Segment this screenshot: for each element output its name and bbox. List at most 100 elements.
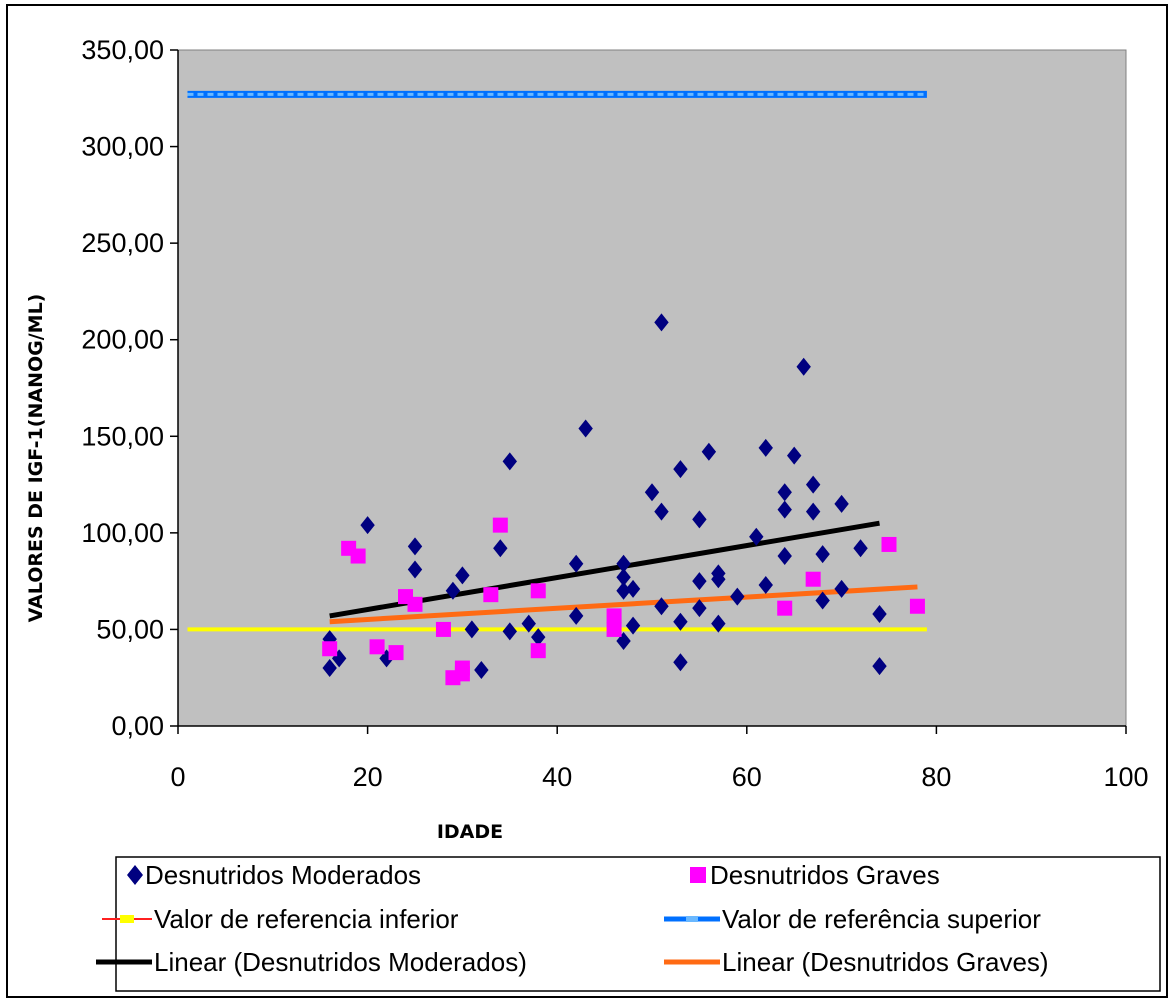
point-moderados bbox=[796, 357, 811, 376]
x-axis-title: IDADE bbox=[437, 821, 503, 843]
point-graves bbox=[350, 548, 366, 564]
point-graves bbox=[881, 536, 897, 552]
point-moderados bbox=[568, 606, 584, 625]
point-moderados bbox=[521, 614, 536, 633]
point-moderados bbox=[787, 446, 802, 465]
point-moderados bbox=[701, 442, 717, 461]
legend-symbol-moderados bbox=[127, 865, 143, 885]
point-moderados bbox=[531, 628, 546, 647]
point-moderados bbox=[616, 632, 631, 651]
y-tick-label: 300,00 bbox=[81, 132, 164, 162]
point-moderados bbox=[872, 604, 887, 623]
point-moderados bbox=[834, 579, 849, 598]
point-graves bbox=[530, 583, 546, 599]
legend-label: Linear (Desnutridos Graves) bbox=[722, 947, 1049, 977]
reference-lines bbox=[187, 90, 927, 632]
legend: Desnutridos Moderados Desnutridos Graves V… bbox=[96, 856, 1161, 992]
point-moderados bbox=[673, 612, 688, 631]
point-moderados bbox=[692, 510, 707, 529]
legend-box bbox=[115, 856, 1161, 992]
point-moderados bbox=[692, 572, 707, 591]
x-tick-label: 100 bbox=[1103, 762, 1148, 792]
y-tick-label: 50,00 bbox=[96, 614, 164, 644]
point-moderados bbox=[644, 483, 660, 502]
point-moderados bbox=[616, 581, 631, 600]
point-moderados bbox=[625, 616, 641, 635]
point-moderados bbox=[360, 516, 375, 535]
legend-label: Linear (Desnutridos Moderados) bbox=[154, 947, 527, 977]
point-moderados bbox=[777, 547, 792, 566]
legend-label: Valor de referencia inferior bbox=[154, 904, 459, 934]
point-moderados bbox=[455, 566, 470, 585]
point-moderados bbox=[834, 494, 849, 513]
point-graves bbox=[369, 639, 385, 655]
point-graves bbox=[909, 598, 925, 614]
point-moderados bbox=[568, 554, 584, 573]
point-graves bbox=[492, 517, 508, 533]
point-moderados bbox=[464, 620, 480, 639]
trendline-graves bbox=[329, 584, 918, 625]
point-moderados bbox=[407, 560, 423, 579]
point-moderados bbox=[654, 502, 669, 521]
y-axis-title: VALORES DE IGF-1(NANOG/ML) bbox=[25, 294, 47, 623]
point-moderados bbox=[625, 579, 641, 598]
point-moderados bbox=[502, 622, 517, 641]
point-graves bbox=[407, 596, 423, 612]
point-graves bbox=[483, 587, 499, 603]
point-moderados bbox=[616, 568, 631, 587]
point-moderados bbox=[758, 438, 773, 457]
y-tick-label: 150,00 bbox=[81, 421, 164, 451]
point-moderados bbox=[474, 660, 489, 679]
point-graves bbox=[606, 608, 622, 624]
point-moderados bbox=[815, 545, 830, 564]
point-moderados bbox=[711, 614, 726, 633]
x-tick-label: 60 bbox=[732, 762, 762, 792]
point-moderados bbox=[872, 657, 887, 676]
y-tick-label: 250,00 bbox=[81, 228, 164, 258]
point-moderados bbox=[758, 576, 773, 595]
y-tick-label: 100,00 bbox=[81, 518, 164, 548]
point-moderados bbox=[322, 659, 337, 678]
point-graves bbox=[805, 571, 821, 587]
point-graves bbox=[530, 643, 546, 659]
point-moderados bbox=[445, 581, 461, 600]
y-tick-label: 200,00 bbox=[81, 325, 164, 355]
point-moderados bbox=[654, 597, 669, 616]
point-moderados bbox=[777, 483, 792, 502]
point-moderados bbox=[407, 537, 423, 556]
point-moderados bbox=[777, 500, 792, 519]
x-tick-label: 20 bbox=[353, 762, 383, 792]
point-graves bbox=[606, 621, 622, 637]
point-graves bbox=[777, 600, 793, 616]
point-graves bbox=[435, 621, 451, 637]
point-moderados bbox=[749, 527, 764, 546]
point-moderados bbox=[805, 502, 821, 521]
point-moderados bbox=[692, 599, 707, 618]
legend-label: Valor de referência superior bbox=[722, 904, 1041, 934]
point-graves bbox=[322, 641, 338, 657]
legend-symbol-upper-reference-marker bbox=[686, 916, 698, 922]
legend-label: Desnutridos Moderados bbox=[145, 860, 421, 890]
point-moderados bbox=[805, 475, 821, 494]
data-points bbox=[322, 313, 925, 686]
point-moderados bbox=[578, 419, 593, 438]
point-moderados bbox=[673, 653, 688, 672]
point-moderados bbox=[730, 587, 745, 606]
point-moderados bbox=[654, 313, 669, 332]
x-tick-label: 40 bbox=[542, 762, 572, 792]
axes bbox=[177, 50, 1126, 727]
legend-symbol-lower-reference-marker bbox=[120, 915, 134, 923]
tick-labels: 0,00 50,00 100,00 150,00 200,00 250,00 300,00 3… bbox=[81, 35, 1148, 792]
point-moderados bbox=[493, 539, 508, 558]
point-graves bbox=[388, 645, 404, 661]
point-moderados bbox=[673, 460, 688, 479]
y-tick-label: 0,00 bbox=[111, 711, 164, 741]
point-moderados bbox=[853, 539, 868, 558]
x-tick-label: 0 bbox=[170, 762, 185, 792]
x-tick-label: 80 bbox=[921, 762, 951, 792]
legend-symbol-graves bbox=[690, 867, 706, 883]
point-graves bbox=[454, 660, 470, 676]
plot-area bbox=[177, 49, 1127, 727]
point-moderados bbox=[815, 591, 830, 610]
